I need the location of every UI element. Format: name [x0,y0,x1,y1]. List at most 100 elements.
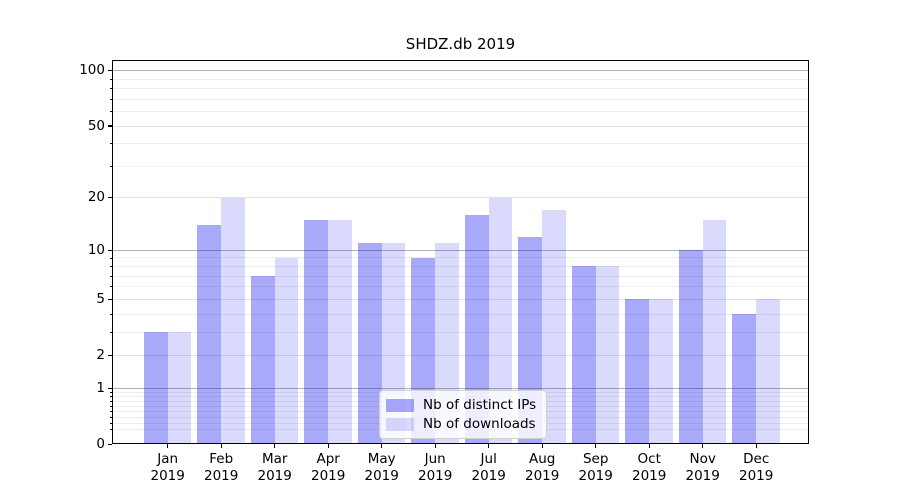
bar-downloads [756,299,780,445]
y-tick-label: 10 [87,241,105,258]
bar-distinct-ips [571,266,596,445]
y-tick [108,443,112,445]
x-tick [648,444,650,448]
y-gridline-minor [111,98,810,100]
y-gridline-minor [111,165,810,167]
y-tick-minor [109,400,112,402]
x-tick-label: Feb 2019 [181,451,261,485]
x-tick [702,444,704,448]
x-tick-month: May [367,450,396,467]
bar-downloads [649,299,673,445]
y-gridline [111,298,810,300]
y-gridline-minor [111,143,810,145]
y-tick-minor [109,78,112,80]
x-tick-month: Jan [157,450,179,467]
x-tick-label: Sep 2019 [556,451,636,485]
bar-downloads [221,197,245,445]
x-tick-label: Dec 2019 [716,451,796,485]
bar-downloads [595,266,620,445]
x-tick-year: 2019 [471,467,506,484]
y-tick-minor [109,98,112,100]
y-gridline-minor [111,257,810,259]
x-tick-label: Nov 2019 [663,451,743,485]
x-tick-year: 2019 [150,467,185,484]
bar-distinct-ips [678,250,703,445]
x-tick-year: 2019 [525,467,560,484]
legend-swatch-distinct-ips [386,398,414,412]
y-gridline [111,197,810,199]
x-tick-label: Mar 2019 [235,451,315,485]
bar-distinct-ips [304,219,329,445]
y-gridline-minor [111,275,810,277]
y-tick-minor [109,143,112,145]
x-tick-year: 2019 [685,467,720,484]
x-tick [167,444,169,448]
y-tick [108,354,112,356]
x-tick-year: 2019 [739,467,774,484]
y-tick-minor [109,88,112,90]
bar-downloads [542,210,566,445]
y-tick-minor [109,429,112,430]
x-tick-year: 2019 [632,467,667,484]
y-gridline-minor [111,78,810,80]
y-tick [108,70,112,72]
y-tick-minor [109,266,112,267]
chart-title: SHDZ.db 2019 [405,35,516,53]
x-tick-year: 2019 [578,467,613,484]
y-gridline-minor [111,265,810,267]
y-tick [108,387,112,389]
legend-label-distinct-ips: Nb of distinct IPs [423,397,537,413]
y-gridline [111,354,810,356]
x-tick-month: Apr [316,450,340,467]
y-tick-label: 1 [96,379,105,396]
x-tick-year: 2019 [364,467,399,484]
y-gridline-minor [111,313,810,315]
x-tick-month: Jun [424,450,446,467]
y-tick-minor [109,396,112,398]
x-tick [220,444,222,448]
y-tick-label: 100 [79,62,105,79]
y-tick-label: 2 [96,346,105,363]
bar-distinct-ips [625,299,650,445]
y-tick-minor [109,165,112,167]
y-tick-minor [109,422,112,424]
y-tick-minor [109,286,112,288]
x-tick-label: Apr 2019 [288,451,368,485]
bar-downloads [702,219,727,445]
x-tick [274,444,276,448]
bar-distinct-ips [464,215,489,445]
x-tick [755,444,757,448]
legend-item: Nb of distinct IPs [386,396,546,415]
bar-distinct-ips [250,276,275,445]
y-tick-label: 50 [87,117,105,134]
y-tick-minor [109,313,112,315]
y-tick-minor [109,391,112,393]
y-tick-minor [109,411,112,412]
bar-distinct-ips [197,225,222,445]
x-tick-month: Feb [209,450,234,467]
x-tick-year: 2019 [204,467,239,484]
x-tick-month: Jul [480,450,497,467]
x-tick-label: Jun 2019 [395,451,475,485]
y-tick-minor [109,111,112,112]
bar-downloads [488,197,513,445]
y-gridline-major [111,249,810,251]
x-tick-month: Mar [261,450,288,467]
x-tick-month: Sep [582,450,609,467]
x-tick-label: Jan 2019 [128,451,208,485]
x-tick [488,444,490,448]
y-tick [108,249,112,251]
x-tick-month: Dec [743,450,770,467]
bar-distinct-ips [143,332,168,445]
y-gridline-minor [111,286,810,288]
y-tick [108,125,112,127]
y-tick-minor [109,257,112,259]
y-gridline-minor [111,111,810,113]
y-tick-minor [109,331,112,333]
x-tick-year: 2019 [418,467,453,484]
y-gridline-minor [111,88,810,90]
x-tick-year: 2019 [257,467,292,484]
x-tick [434,444,436,448]
y-tick-label: 0 [96,435,105,452]
